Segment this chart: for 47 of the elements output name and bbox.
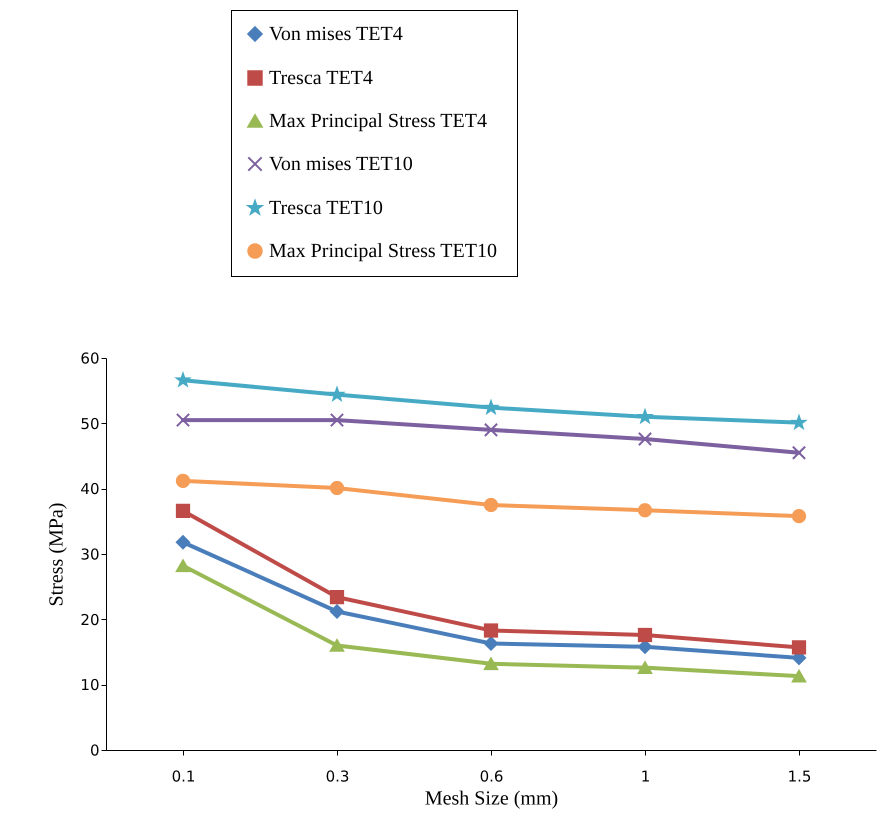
legend-label: Tresca TET4 [269,67,373,89]
point [792,416,806,429]
point [176,373,190,386]
point [484,498,498,512]
x-axis-title: Mesh Size (mm) [424,788,558,810]
point [176,474,190,488]
point [792,670,806,682]
point [484,636,498,651]
x-tick-label: 1.5 [788,768,812,786]
y-tick-label: 60 [80,350,100,368]
y-tick-label: 0 [90,742,100,760]
point [176,412,190,428]
point [638,432,652,446]
x-tick-label: 1 [640,768,650,786]
x-tick-label: 0.1 [172,768,196,786]
point [638,410,652,423]
y-axis-title: Stress (MPa) [45,502,68,606]
y-tick-label: 50 [80,414,100,433]
point [484,623,498,638]
point [638,503,652,518]
point [176,559,190,572]
point [484,657,498,670]
point [176,504,190,518]
legend-label: Max Principal Stress TET10 [269,240,497,262]
x-tick-label: 0.3 [326,768,350,786]
legend-label: Tresca TET10 [269,197,383,219]
point [638,628,652,642]
point [792,446,806,460]
point [330,639,344,652]
y-tick-label: 10 [80,676,100,694]
legend-label: Von mises TET10 [269,153,413,175]
legend-label: Max Principal Stress TET4 [269,110,487,132]
y-tick-label: 20 [80,610,100,629]
point [330,387,344,401]
x-tick-label: 0.6 [480,768,504,786]
point [330,480,344,496]
point [638,661,652,674]
legend-label: Von mises TET4 [269,23,403,45]
point [484,422,498,437]
y-tick-label: 40 [80,480,100,498]
point [792,640,806,655]
y-tick-label: 30 [80,546,100,564]
point [792,508,806,524]
point [330,412,344,428]
point [330,590,344,604]
point [176,535,190,550]
point [330,604,344,619]
